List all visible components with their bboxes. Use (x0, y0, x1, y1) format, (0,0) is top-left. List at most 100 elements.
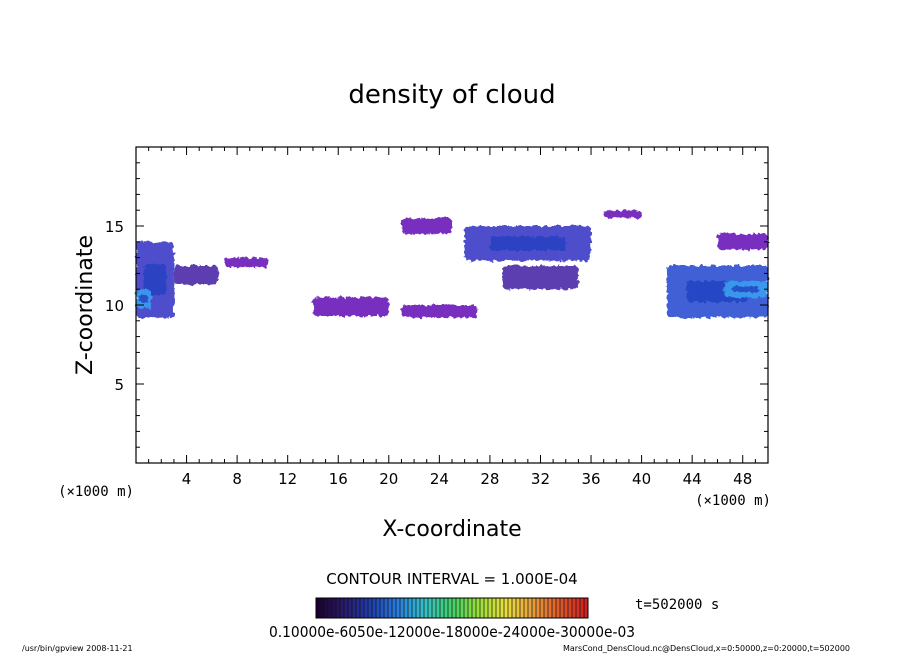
colorbar-swatch (516, 598, 521, 618)
colorbar-swatch (584, 598, 589, 618)
colorbar-swatch (388, 598, 393, 618)
colorbar-swatch (428, 598, 433, 618)
colorbar-swatch (552, 598, 557, 618)
colorbar-swatch (508, 598, 513, 618)
x-tick-label: 4 (182, 470, 192, 488)
colorbar-swatch (536, 598, 541, 618)
colorbar-swatch (564, 598, 569, 618)
x-tick-label: 24 (430, 470, 449, 488)
colorbar-swatch (376, 598, 381, 618)
contour-interval-label: CONTOUR INTERVAL = 1.000E-04 (326, 570, 577, 588)
cloud-region (401, 218, 452, 234)
cloud-core (139, 294, 149, 303)
x-tick-labels: 4 8 12 16 20 24 28 32 36 40 44 48 (182, 470, 752, 488)
colorbar-swatch (540, 598, 545, 618)
x-tick-label: 36 (581, 470, 600, 488)
colorbar-swatch (356, 598, 361, 618)
colorbar-swatch (400, 598, 405, 618)
colorbar-swatch (364, 598, 369, 618)
colorbar-swatch (476, 598, 481, 618)
cloud-region (717, 233, 768, 250)
colorbar-swatch (500, 598, 505, 618)
colorbar-swatch (320, 598, 325, 618)
chart-title: density of cloud (348, 80, 555, 110)
colorbar-swatch (504, 598, 509, 618)
x-tick-label: 12 (278, 470, 297, 488)
colorbar-swatch (448, 598, 453, 618)
colorbar-swatch (344, 598, 349, 618)
colorbar-swatch (424, 598, 429, 618)
colorbar-swatch (544, 598, 549, 618)
footer-source: MarsCond_DensCloud.nc@DensCloud,x=0:5000… (563, 644, 850, 653)
colorbar-swatch (420, 598, 425, 618)
colorbar-swatch (444, 598, 449, 618)
colorbar-swatch (372, 598, 377, 618)
cloud-core (732, 286, 760, 293)
colorbar-swatch (396, 598, 401, 618)
colorbar-swatch (492, 598, 497, 618)
colorbar-swatch (416, 598, 421, 618)
cloud-layer (136, 210, 768, 318)
cloud-region (312, 297, 389, 317)
colorbar-swatch (532, 598, 537, 618)
colorbar-swatch (460, 598, 465, 618)
colorbar-swatch (348, 598, 353, 618)
colorbar-swatch (360, 598, 365, 618)
x-unit-label: (×1000 m) (695, 493, 771, 509)
x-tick-label: 48 (733, 470, 752, 488)
colorbar-swatch (452, 598, 457, 618)
x-tick-label: 16 (329, 470, 348, 488)
cloud-core (489, 236, 566, 251)
colorbar-swatch (352, 598, 357, 618)
colorbar-swatch (556, 598, 561, 618)
y-tick-label: 5 (114, 376, 124, 394)
colorbar-swatch (580, 598, 585, 618)
y-tick-labels: 5 10 15 (105, 218, 124, 394)
x-tick-label: 32 (531, 470, 550, 488)
x-tick-label: 44 (683, 470, 702, 488)
footer-program: /usr/bin/gpview 2008-11-21 (22, 644, 133, 653)
colorbar-swatch (408, 598, 413, 618)
colorbar-swatch (472, 598, 477, 618)
minor-ticks (136, 147, 768, 463)
colorbar-swatch (432, 598, 437, 618)
x-tick-label: 20 (379, 470, 398, 488)
colorbar-swatch (560, 598, 565, 618)
colorbar-swatch (316, 598, 321, 618)
cloud-region (603, 210, 642, 219)
cloud-region (401, 305, 478, 318)
colorbar-swatch (328, 598, 333, 618)
colorbar-swatch (468, 598, 473, 618)
cloud-region (224, 257, 269, 268)
colorbar-swatch (496, 598, 501, 618)
colorbar-swatch (412, 598, 417, 618)
colorbar (315, 597, 589, 619)
colorbar-swatch (484, 598, 489, 618)
y-axis-label: Z-coordinate (73, 235, 98, 375)
x-tick-label: 8 (232, 470, 242, 488)
colorbar-swatch (524, 598, 529, 618)
colorbar-swatch (332, 598, 337, 618)
cloud-region (502, 265, 579, 290)
x-axis-label: X-coordinate (382, 517, 521, 542)
colorbar-swatch (368, 598, 373, 618)
colorbar-swatch (384, 598, 389, 618)
colorbar-frame (315, 597, 589, 619)
colorbar-swatch (512, 598, 517, 618)
y-unit-label: (×1000 m) (58, 484, 134, 500)
colorbar-swatch (480, 598, 485, 618)
cloud-region (173, 265, 219, 285)
x-tick-label: 40 (632, 470, 651, 488)
y-tick-label: 15 (105, 218, 124, 236)
colorbar-swatch (576, 598, 581, 618)
colorbar-swatch (380, 598, 385, 618)
colorbar-swatch (456, 598, 461, 618)
colorbar-swatch (488, 598, 493, 618)
colorbar-swatch (572, 598, 577, 618)
time-label: t=502000 s (635, 597, 719, 613)
colorbar-swatch (464, 598, 469, 618)
y-tick-label: 10 (105, 297, 124, 315)
colorbar-swatch (520, 598, 525, 618)
colorbar-swatch (436, 598, 441, 618)
